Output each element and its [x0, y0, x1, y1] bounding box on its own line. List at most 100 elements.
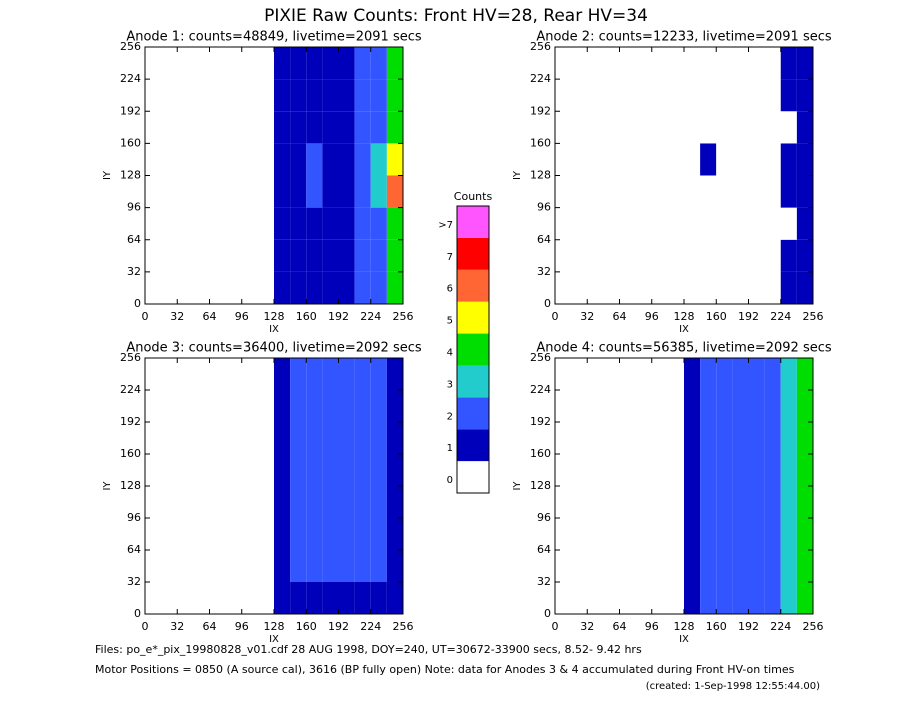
heatmap-cell: [780, 111, 797, 144]
heatmap-cell: [700, 239, 717, 272]
heatmap-cell: [354, 143, 371, 176]
heatmap-cell: [716, 207, 733, 240]
x-tick-label: 32: [170, 620, 184, 633]
heatmap-cell: [764, 47, 781, 80]
y-tick-label: 160: [120, 136, 141, 149]
heatmap-cell: [764, 271, 781, 304]
heatmap-cell: [764, 454, 781, 486]
heatmap-cell: [322, 518, 339, 550]
x-tick-label: 192: [328, 310, 349, 323]
heatmap-cell: [700, 550, 717, 582]
y-axis-label: IY: [102, 170, 113, 180]
colorbar-label: 3: [447, 379, 453, 390]
heatmap-cell: [354, 239, 371, 272]
heatmap-cell: [732, 454, 749, 486]
heatmap-cell: [338, 486, 355, 518]
heatmap-cell: [322, 239, 339, 272]
heatmap-cell: [322, 390, 339, 422]
heatmap-cell: [290, 582, 307, 614]
y-tick-label: 0: [544, 297, 551, 310]
heatmap-cell: [370, 271, 387, 304]
heatmap-cell: [732, 111, 749, 144]
heatmap-cell: [290, 422, 307, 454]
heatmap-cell: [780, 239, 797, 272]
heatmap-cell: [796, 175, 813, 208]
heatmap-cell: [322, 358, 339, 390]
heatmap-cell: [274, 518, 291, 550]
heatmap-cell: [290, 239, 307, 272]
heatmap-cell: [716, 518, 733, 550]
heatmap-cell: [306, 454, 323, 486]
heatmap-cell: [732, 239, 749, 272]
heatmap-cell: [796, 47, 813, 80]
heatmap-cell: [700, 390, 717, 422]
heatmap-cell: [354, 47, 371, 80]
heatmap-cell: [274, 486, 291, 518]
heatmap-cell: [338, 550, 355, 582]
heatmap-cell: [386, 358, 403, 390]
colorbar-label: 5: [447, 316, 453, 327]
heatmap-cell: [322, 207, 339, 240]
colorbar-swatch: [457, 461, 489, 493]
y-tick-label: 32: [127, 265, 141, 278]
heatmap-cell: [684, 79, 701, 112]
heatmap-cell: [274, 550, 291, 582]
y-tick-label: 256: [530, 40, 551, 53]
heatmap-cell: [338, 143, 355, 176]
heatmap-cell: [386, 454, 403, 486]
heatmap-cell: [306, 111, 323, 144]
heatmap-cell: [338, 79, 355, 112]
colorbar-swatch: [457, 206, 489, 238]
y-tick-label: 192: [120, 104, 141, 117]
heatmap-cell: [700, 79, 717, 112]
heatmap-cell: [764, 518, 781, 550]
heatmap-cell: [732, 422, 749, 454]
heatmap-cell: [732, 486, 749, 518]
heatmap-cell: [684, 358, 701, 390]
heatmap-cell: [700, 207, 717, 240]
heatmap-cell: [764, 111, 781, 144]
heatmap-cell: [796, 454, 813, 486]
y-tick-label: 64: [537, 233, 551, 246]
heatmap-cell: [748, 79, 765, 112]
heatmap-cell: [322, 486, 339, 518]
colorbar-swatch: [457, 301, 489, 334]
heatmap-cell: [274, 454, 291, 486]
y-tick-label: 160: [120, 447, 141, 460]
heatmap-cell: [684, 486, 701, 518]
heatmap-cell: [306, 422, 323, 454]
heatmap-cell: [684, 390, 701, 422]
heatmap-cell: [290, 358, 307, 390]
x-tick-label: 128: [674, 310, 695, 323]
heatmap-cell: [700, 271, 717, 304]
heatmap-cell: [700, 175, 717, 208]
heatmap-cell: [780, 175, 797, 208]
heatmap-cell: [716, 486, 733, 518]
x-tick-label: 224: [770, 310, 791, 323]
y-tick-label: 192: [120, 415, 141, 428]
y-tick-label: 64: [537, 543, 551, 556]
heatmap-cell: [290, 271, 307, 304]
heatmap-cell: [700, 422, 717, 454]
y-tick-label: 128: [530, 169, 551, 182]
x-tick-label: 160: [296, 310, 317, 323]
colorbar-label: 4: [447, 348, 453, 359]
heatmap-cell: [716, 422, 733, 454]
heatmap-cell: [274, 390, 291, 422]
heatmap-cell: [386, 175, 403, 208]
x-tick-label: 224: [360, 310, 381, 323]
x-tick-label: 256: [803, 620, 824, 633]
heatmap-cell: [796, 422, 813, 454]
heatmap-cell: [748, 518, 765, 550]
x-tick-label: 192: [738, 620, 759, 633]
heatmap-cell: [780, 486, 797, 518]
heatmap-cell: [386, 486, 403, 518]
heatmap-cell: [338, 239, 355, 272]
y-tick-label: 224: [120, 383, 141, 396]
x-tick-label: 0: [142, 310, 149, 323]
y-axis-label: IY: [512, 170, 523, 180]
heatmap-cell: [386, 422, 403, 454]
heatmap-cell: [338, 422, 355, 454]
heatmap-cell: [716, 111, 733, 144]
y-tick-label: 0: [134, 297, 141, 310]
